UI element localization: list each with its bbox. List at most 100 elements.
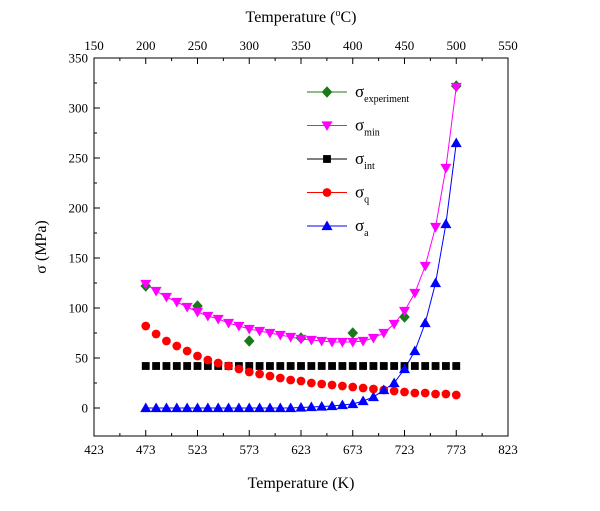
data-point-min [326,337,338,348]
data-point-a [326,400,338,411]
data-point-int [390,362,399,370]
y-tick-label: 50 [75,351,88,366]
legend-marker-min [321,121,333,132]
x-tick-label-bottom: 823 [498,442,518,457]
legend-label-experiment: σexperiment [355,82,409,105]
data-point-q [410,388,420,398]
data-point-int [452,362,461,370]
data-point-min [160,292,172,303]
data-point-q [348,382,358,392]
data-point-min [295,334,307,345]
data-point-min [409,288,421,299]
data-point-int [359,362,368,370]
data-point-a [233,402,245,413]
data-point-a [336,399,348,410]
data-point-min [430,222,442,233]
y-tick-label: 150 [69,251,89,266]
data-point-int [172,362,181,370]
data-point-min [450,82,462,93]
data-point-a [357,395,369,406]
legend-marker-experiment [321,86,333,98]
data-point-int [203,362,212,370]
data-point-int [286,362,295,370]
x-tick-label-top: 550 [498,38,518,53]
data-point-a [419,317,431,328]
data-point-min [367,333,379,344]
x-tick-label-top: 350 [291,38,311,53]
data-point-min [233,321,245,332]
x-tick-label-bottom: 773 [447,442,467,457]
data-point-min [264,328,276,339]
series-markers [140,80,462,413]
data-point-a [181,402,193,413]
legend-label-a: σa [355,216,369,239]
data-point-q [203,355,213,365]
data-point-min [440,163,452,174]
data-point-a [223,402,235,413]
data-point-int [431,362,440,370]
data-point-int [369,362,378,370]
axes: 423 473 523 573 623 673 723 773 823 150 200 250 300 3… [33,8,518,492]
data-point-a [191,402,204,413]
data-point-a [450,137,462,148]
data-point-a [295,401,307,412]
data-point-q [420,388,430,398]
series-line-min [145,86,457,343]
data-point-q [182,346,192,356]
x-axis-title-bottom: Temperature (K) [248,475,355,492]
data-point-int [328,362,336,370]
y-tick-label: 300 [69,101,89,116]
data-point-a [264,402,276,413]
legend-label-q: σq [355,183,369,206]
legend-label-min: σmin [355,116,380,139]
data-point-q [389,386,399,396]
data-point-q [369,384,378,394]
legend: σexperiment σmin σint σq σa [307,82,409,239]
data-point-min [223,318,235,329]
data-point-int [441,362,450,370]
data-point-min [150,286,162,297]
data-point-a [398,363,411,374]
data-point-q [234,364,244,374]
data-point-int [338,362,347,370]
y-tick-label: 350 [69,51,89,66]
data-point-experiment [347,327,359,339]
data-point-a [285,402,297,413]
x-tick-label-top: 300 [240,38,260,53]
data-point-q [327,380,337,390]
data-point-min [243,324,255,335]
data-point-a [378,384,390,395]
data-point-min [140,279,152,290]
data-point-int [317,362,326,370]
legend-marker-q [322,188,332,197]
data-point-int [141,362,150,370]
data-point-min [336,337,348,348]
data-point-min [316,336,328,347]
data-point-q [193,351,202,361]
data-point-a [367,391,379,402]
y-axis-title: σ (MPa) [33,220,50,274]
data-point-q [172,341,182,351]
legend-label-int: σint [355,149,375,172]
x-tick-label-bottom: 473 [136,442,156,457]
data-point-a [305,401,317,412]
x-tick-label-top: 450 [395,38,415,53]
y-tick-label: 0 [82,401,89,416]
x-tick-label-bottom: 523 [188,442,208,457]
data-point-q [441,389,451,399]
data-point-int [307,362,316,370]
x-tick-label-bottom: 623 [291,442,311,457]
data-point-q [306,378,316,388]
data-point-a [388,377,400,388]
data-point-min [202,311,214,322]
x-tick-label-bottom: 723 [395,442,415,457]
data-point-a [160,402,172,413]
data-point-q [275,373,285,383]
data-point-min [212,314,224,325]
legend-marker-int [323,155,331,163]
data-point-min [274,330,286,341]
data-point-q [224,361,233,371]
data-point-q [213,358,223,368]
legend-marker-a [321,220,333,231]
